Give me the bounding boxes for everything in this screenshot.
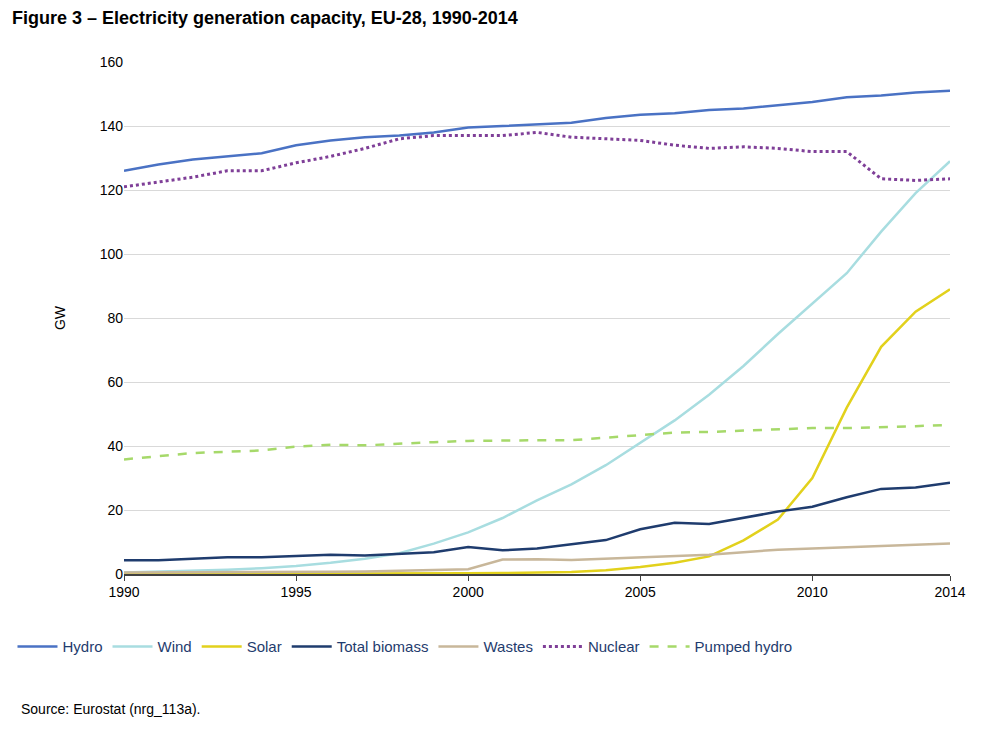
svg-text:0: 0 — [115, 566, 123, 582]
svg-text:140: 140 — [100, 118, 124, 134]
svg-text:Nuclear: Nuclear — [588, 638, 640, 655]
svg-text:2014: 2014 — [934, 584, 965, 600]
svg-text:Wastes: Wastes — [483, 638, 532, 655]
svg-text:1990: 1990 — [108, 584, 139, 600]
svg-text:Source: Eurostat (nrg_113a).: Source: Eurostat (nrg_113a). — [21, 701, 201, 717]
svg-text:120: 120 — [100, 182, 124, 198]
svg-text:2005: 2005 — [625, 584, 656, 600]
svg-text:Wind: Wind — [158, 638, 192, 655]
svg-text:Pumped hydro: Pumped hydro — [695, 638, 793, 655]
svg-text:Figure 3 – Electricity generat: Figure 3 – Electricity generation capaci… — [12, 8, 518, 28]
svg-text:1995: 1995 — [281, 584, 312, 600]
svg-text:2010: 2010 — [797, 584, 828, 600]
svg-text:2000: 2000 — [453, 584, 484, 600]
svg-text:GW: GW — [52, 305, 68, 330]
svg-text:Hydro: Hydro — [62, 638, 102, 655]
svg-text:100: 100 — [100, 246, 124, 262]
svg-text:20: 20 — [107, 502, 123, 518]
svg-text:160: 160 — [100, 54, 124, 70]
svg-text:80: 80 — [107, 310, 123, 326]
svg-text:60: 60 — [107, 374, 123, 390]
svg-text:40: 40 — [107, 438, 123, 454]
svg-text:Total biomass: Total biomass — [337, 638, 429, 655]
svg-text:Solar: Solar — [247, 638, 282, 655]
